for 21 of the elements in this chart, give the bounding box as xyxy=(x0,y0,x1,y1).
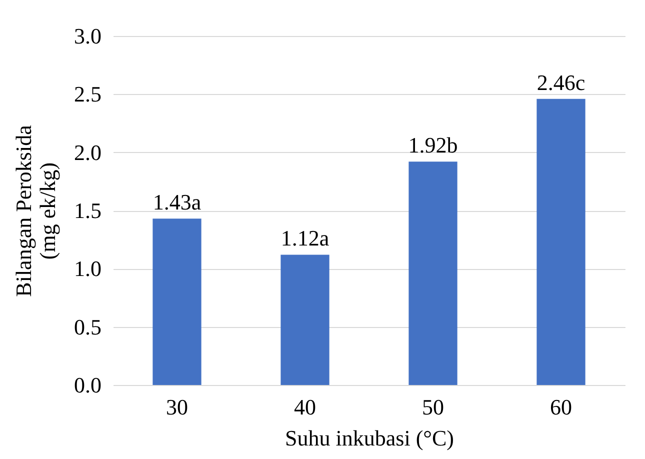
bar xyxy=(536,98,586,385)
x-tick-label: 60 xyxy=(550,394,572,420)
y-tick-label: 1.0 xyxy=(74,256,102,282)
bar xyxy=(152,218,202,385)
x-axis-title: Suhu inkubasi (°C) xyxy=(285,426,454,450)
y-tick-label: 1.5 xyxy=(74,198,102,223)
x-tick-label: 40 xyxy=(294,394,316,420)
y-tick-label: 3.0 xyxy=(74,24,102,48)
bar xyxy=(408,162,458,385)
data-label: 1.43a xyxy=(152,190,202,215)
x-tick-label: 50 xyxy=(422,394,444,420)
data-label: 1.92b xyxy=(408,132,458,158)
bar xyxy=(280,254,330,385)
y-axis-title: Bilangan Peroksida (mg ek/kg) xyxy=(11,124,60,297)
y-tick-label: 2.0 xyxy=(74,140,102,165)
data-label: 2.46c xyxy=(536,70,586,95)
y-tick-label: 0.0 xyxy=(74,372,102,398)
y-tick-label: 0.5 xyxy=(74,314,102,340)
y-tick-label: 2.5 xyxy=(74,82,102,107)
data-label: 1.12a xyxy=(280,226,330,251)
x-tick-label: 30 xyxy=(166,394,188,420)
